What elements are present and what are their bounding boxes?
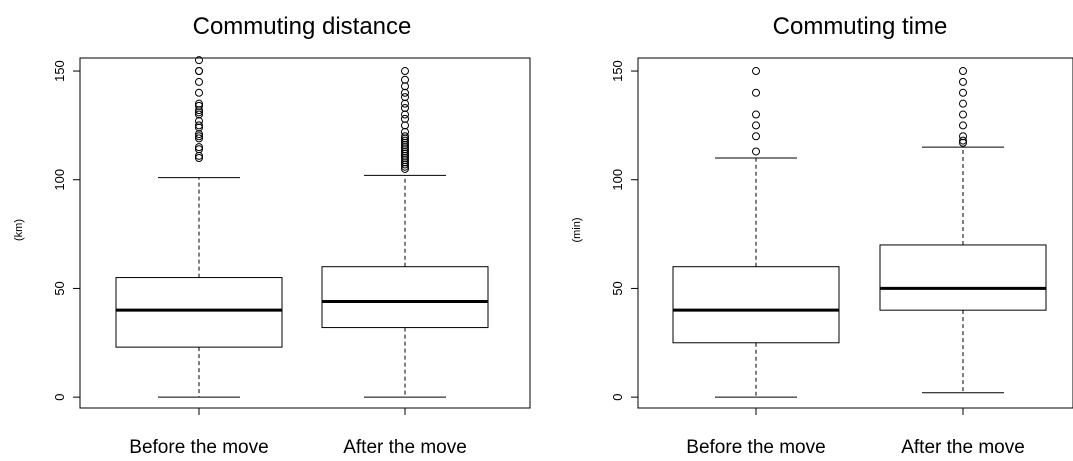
outlier-point xyxy=(195,154,203,162)
chart-panel-1: Commuting distance (km) 0 50 100 150 Before th… xyxy=(13,13,531,458)
outlier-point xyxy=(401,93,409,102)
y-tick-label: 0 xyxy=(52,394,67,401)
outlier-point xyxy=(401,110,409,119)
chart-title: Commuting time xyxy=(773,13,948,40)
outlier-point xyxy=(195,121,203,130)
outlier-point xyxy=(401,88,409,97)
outlier-point xyxy=(401,132,409,141)
y-axis-label: (km) xyxy=(13,219,25,241)
chart-title: Commuting distance xyxy=(193,13,412,40)
outlier-point xyxy=(401,67,409,76)
iqr-box xyxy=(672,266,840,344)
outlier-point xyxy=(195,99,203,108)
outlier-point xyxy=(401,75,409,84)
outlier-point xyxy=(195,117,203,126)
chart-panel-2: Commuting time (min) 0 50 100 150 Before the m… xyxy=(571,13,1073,458)
outlier-point xyxy=(401,136,409,145)
outlier-point xyxy=(752,110,760,119)
outlier-point xyxy=(752,121,760,130)
outlier-point xyxy=(401,82,409,91)
outlier-point xyxy=(959,136,967,145)
plot-frame xyxy=(637,57,1073,409)
outlier-point xyxy=(195,56,203,65)
x-category-label: Before the move xyxy=(129,437,268,458)
box-2 xyxy=(879,67,1047,394)
outlier-point xyxy=(401,121,409,130)
outlier-point xyxy=(401,99,409,108)
outlier-point xyxy=(752,132,760,141)
outlier-point xyxy=(401,104,409,112)
outlier-point xyxy=(195,101,203,110)
outlier-point xyxy=(401,114,409,123)
outlier-point xyxy=(752,67,760,76)
y-tick-label: 50 xyxy=(52,281,67,295)
y-axis-label: (min) xyxy=(571,217,583,242)
outlier-point xyxy=(752,147,760,156)
outlier-point xyxy=(195,88,203,97)
outlier-point xyxy=(195,145,203,154)
box-2 xyxy=(321,67,489,398)
y-tick-label: 150 xyxy=(610,60,625,82)
outlier-point xyxy=(195,77,203,86)
outlier-point xyxy=(752,88,760,97)
iqr-box xyxy=(115,277,283,348)
outlier-point xyxy=(959,67,967,76)
x-category-label: After the move xyxy=(343,437,467,458)
box-1 xyxy=(115,56,283,398)
outlier-point xyxy=(959,88,967,97)
outlier-point xyxy=(401,127,409,136)
x-category-label: After the move xyxy=(901,437,1025,458)
outlier-point xyxy=(195,132,203,141)
plot-frame xyxy=(79,57,531,409)
outlier-point xyxy=(195,67,203,76)
iqr-box xyxy=(321,266,489,329)
outlier-point xyxy=(195,134,203,143)
box-1 xyxy=(672,67,840,398)
outlier-point xyxy=(959,99,967,108)
outlier-point xyxy=(959,77,967,86)
outlier-point xyxy=(959,132,967,141)
y-tick-label: 0 xyxy=(610,394,625,401)
y-tick-label: 50 xyxy=(610,281,625,295)
y-tick-label: 100 xyxy=(610,169,625,191)
outlier-point xyxy=(959,110,967,119)
outlier-point xyxy=(195,143,203,152)
iqr-box xyxy=(879,244,1047,311)
outlier-point xyxy=(195,110,203,119)
x-category-label: Before the move xyxy=(686,437,825,458)
outlier-point xyxy=(959,121,967,130)
y-tick-label: 150 xyxy=(52,60,67,82)
y-tick-label: 100 xyxy=(52,169,67,191)
